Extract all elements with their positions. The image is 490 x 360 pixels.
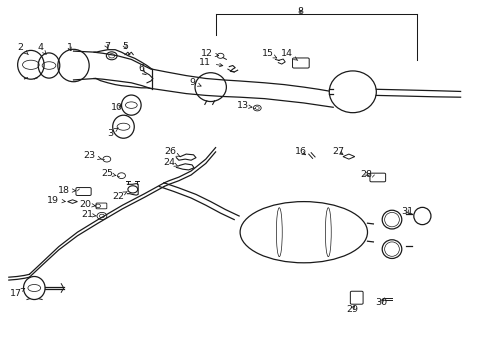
FancyBboxPatch shape [370, 173, 386, 182]
Text: 8: 8 [298, 7, 304, 16]
Text: 17: 17 [10, 288, 25, 297]
Text: 15: 15 [262, 49, 277, 58]
FancyBboxPatch shape [96, 203, 107, 209]
Text: 14: 14 [281, 49, 298, 60]
Text: 20: 20 [80, 200, 95, 209]
Text: 11: 11 [199, 58, 223, 67]
Text: 28: 28 [361, 170, 372, 179]
Text: 4: 4 [37, 43, 46, 54]
Text: 21: 21 [81, 210, 96, 219]
Text: 16: 16 [295, 148, 307, 156]
Text: 22: 22 [113, 192, 127, 201]
Text: 31: 31 [402, 207, 414, 216]
Ellipse shape [382, 240, 402, 258]
Text: 10: 10 [111, 103, 122, 112]
Ellipse shape [240, 202, 368, 263]
FancyBboxPatch shape [350, 291, 363, 304]
Text: 12: 12 [201, 49, 219, 58]
Text: 19: 19 [47, 196, 65, 204]
FancyBboxPatch shape [76, 188, 91, 195]
Text: 23: 23 [83, 151, 101, 160]
Text: 9: 9 [189, 77, 201, 86]
Text: 26: 26 [165, 148, 180, 156]
Text: 2: 2 [18, 43, 28, 55]
Text: 24: 24 [164, 158, 178, 167]
Text: 3: 3 [107, 128, 119, 138]
Text: 1: 1 [67, 43, 73, 52]
Ellipse shape [329, 71, 376, 113]
Text: 30: 30 [375, 298, 387, 307]
Text: 18: 18 [58, 186, 75, 194]
Text: 13: 13 [237, 102, 252, 110]
Text: 6: 6 [138, 64, 145, 73]
FancyBboxPatch shape [293, 58, 309, 68]
Ellipse shape [414, 207, 431, 225]
Text: 5: 5 [122, 41, 128, 50]
Text: 29: 29 [346, 305, 358, 314]
Ellipse shape [382, 210, 402, 229]
Text: 27: 27 [332, 147, 344, 156]
Text: 25: 25 [101, 169, 116, 178]
Text: 7: 7 [104, 41, 110, 50]
